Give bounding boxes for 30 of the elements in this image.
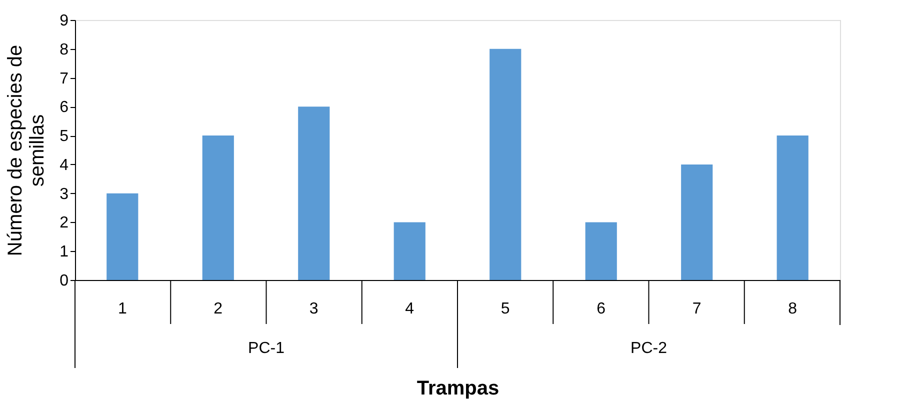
y-tick-label: 3 [60, 186, 69, 203]
bar [394, 222, 426, 280]
y-axis-title: Número de especies de semillas [4, 44, 49, 256]
y-tick-label: 9 [60, 12, 69, 30]
bar [681, 164, 713, 280]
x-tick-label: 4 [405, 300, 414, 318]
text: PC-2 [630, 340, 668, 357]
y-tick-label: 2 [60, 214, 69, 232]
y-tick-label: 6 [60, 99, 69, 116]
bar [106, 193, 138, 280]
x-tick-label: 3 [309, 300, 318, 318]
x-axis-title: Trampas [416, 378, 500, 400]
x-tick-label: 6 [596, 300, 606, 318]
y-tick-label: 4 [60, 156, 69, 174]
y-tick-label: 0 [60, 272, 69, 290]
x-tick-label: 5 [500, 300, 510, 318]
x-tick-label: 8 [788, 300, 798, 318]
y-tick-label: 5 [60, 128, 69, 146]
bar [202, 136, 234, 280]
text: PC-1 [248, 340, 285, 357]
x-tick-label: 2 [214, 300, 223, 318]
bar [585, 222, 617, 280]
bar [298, 106, 330, 280]
y-tick-label: 1 [60, 244, 69, 261]
y-tick-label: 7 [60, 70, 69, 88]
y-tick-label: 8 [60, 41, 69, 58]
x-tick-label: 7 [692, 300, 702, 318]
bar [776, 136, 808, 280]
x-tick-label: 1 [118, 300, 127, 318]
bar [490, 48, 522, 280]
